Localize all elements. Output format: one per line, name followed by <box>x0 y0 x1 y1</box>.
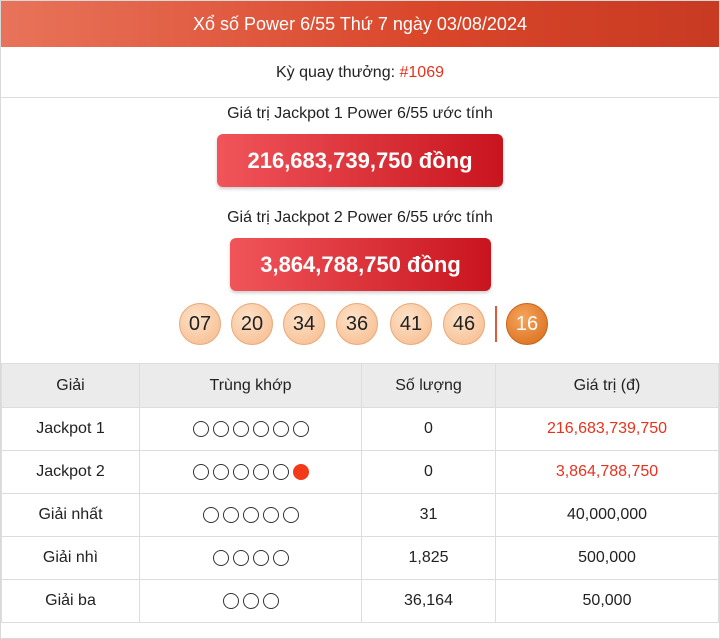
ball: 07 <box>179 303 221 345</box>
jackpot2-label: Giá trị Jackpot 2 Power 6/55 ước tính <box>227 209 493 226</box>
match <box>139 407 362 451</box>
ball: 20 <box>231 303 273 345</box>
prize: Giải nhì <box>1 536 140 580</box>
prize: Giải ba <box>1 579 140 623</box>
prize-table: Giải Trùng khớp Số lượng Giá trị (đ) Jac… <box>1 363 719 623</box>
count: 36,164 <box>361 579 496 623</box>
ball: 46 <box>443 303 485 345</box>
value: 3,864,788,750 <box>495 450 719 494</box>
prize: Giải nhất <box>1 493 140 537</box>
row: Jackpot 1 0 216,683,739,750 <box>1 407 719 451</box>
draw-number: #1069 <box>399 64 445 81</box>
match <box>139 579 362 623</box>
row: Giải nhất 31 40,000,000 <box>1 493 719 537</box>
row: Giải nhì 1,825 500,000 <box>1 536 719 580</box>
header-row: Giải Trùng khớp Số lượng Giá trị (đ) <box>1 363 719 408</box>
th: Giải <box>1 363 140 408</box>
jackpot1-label: Giá trị Jackpot 1 Power 6/55 ước tính <box>227 105 493 122</box>
th: Trùng khớp <box>139 363 362 408</box>
match <box>139 493 362 537</box>
separator <box>495 306 497 342</box>
count: 1,825 <box>361 536 496 580</box>
prize: Jackpot 1 <box>1 407 140 451</box>
jackpot2-amount: 3,864,788,750 đồng <box>230 238 491 291</box>
ball: 36 <box>336 303 378 345</box>
value: 50,000 <box>495 579 719 623</box>
value: 500,000 <box>495 536 719 580</box>
draw-label: Kỳ quay thưởng: <box>276 64 396 81</box>
th: Số lượng <box>361 363 496 408</box>
match <box>139 450 362 494</box>
row: Giải ba 36,164 50,000 <box>1 579 719 623</box>
prize: Jackpot 2 <box>1 450 140 494</box>
ball: 34 <box>283 303 325 345</box>
power-ball: 16 <box>506 303 548 345</box>
value: 216,683,739,750 <box>495 407 719 451</box>
th: Giá trị (đ) <box>495 363 719 408</box>
draw-row: Kỳ quay thưởng: #1069 <box>1 48 719 98</box>
count: 0 <box>361 407 496 451</box>
jackpot1-amount: 216,683,739,750 đồng <box>217 134 503 187</box>
ball: 41 <box>390 303 432 345</box>
title: Xổ số Power 6/55 Thứ 7 ngày 03/08/2024 <box>1 1 719 47</box>
row: Jackpot 2 0 3,864,788,750 <box>1 450 719 494</box>
count: 0 <box>361 450 496 494</box>
count: 31 <box>361 493 496 537</box>
value: 40,000,000 <box>495 493 719 537</box>
match <box>139 536 362 580</box>
